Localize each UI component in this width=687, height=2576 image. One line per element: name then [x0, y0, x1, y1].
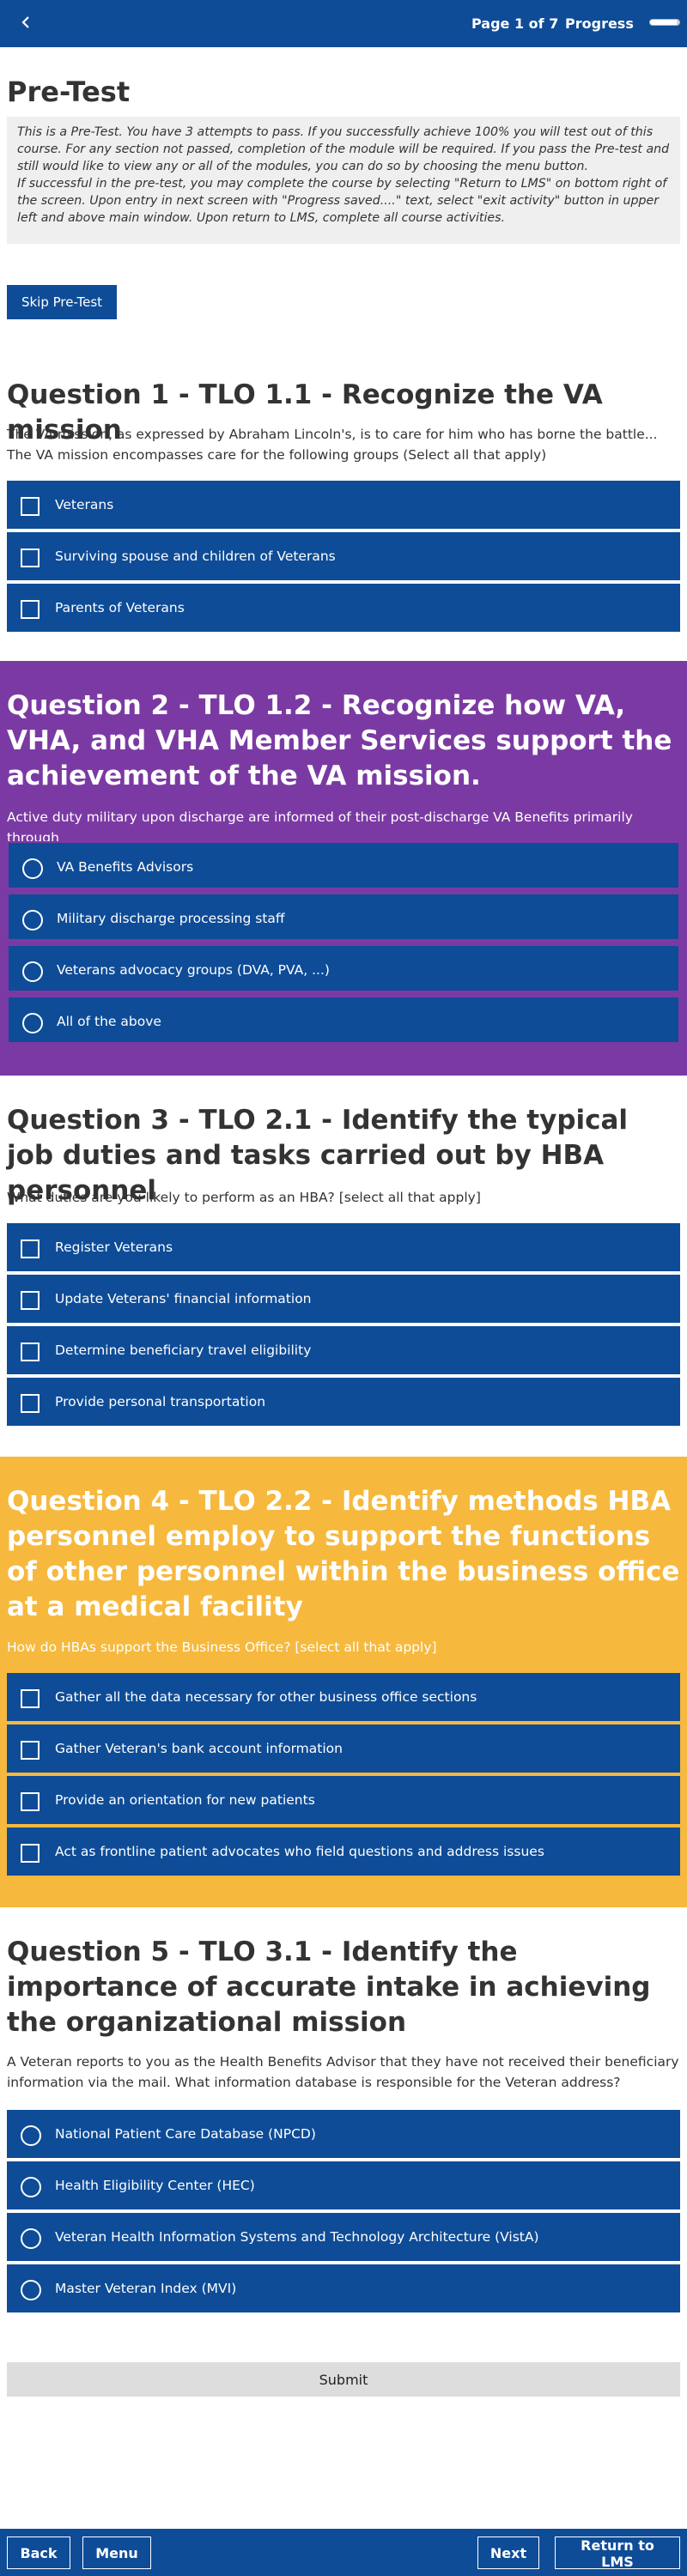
option-label: Act as frontline patient advocates who f…: [55, 1844, 544, 1859]
question-1-option-3[interactable]: Parents of Veterans: [7, 584, 680, 632]
option-label: Gather all the data necessary for other …: [55, 1689, 477, 1705]
option-label: Provide an orientation for new patients: [55, 1792, 315, 1808]
question-5-option-2[interactable]: Health Eligibility Center (HEC): [7, 2161, 680, 2209]
question-2-option-2[interactable]: Military discharge processing staff: [7, 893, 680, 941]
radio-icon[interactable]: [22, 961, 43, 982]
page-title: Pre-Test: [7, 76, 131, 108]
question-4-section: Question 4 - TLO 2.2 - Identify methods …: [0, 1457, 687, 1907]
back-button[interactable]: Back: [7, 2537, 70, 2569]
checkbox-icon[interactable]: [21, 1240, 40, 1258]
question-3-option-4[interactable]: Provide personal transportation: [7, 1378, 680, 1426]
option-label: Update Veterans' financial information: [55, 1291, 312, 1306]
menu-button[interactable]: Menu: [82, 2537, 151, 2569]
pretest-notice: This is a Pre-Test. You have 3 attempts …: [7, 117, 680, 244]
question-4-option-2[interactable]: Gather Veteran's bank account informatio…: [7, 1724, 680, 1773]
notice-paragraph-2: If successful in the pre-test, you may c…: [17, 177, 667, 225]
option-label: Veteran Health Information Systems and T…: [55, 2229, 539, 2245]
progress-label: Progress: [565, 15, 634, 32]
option-label: National Patient Care Database (NPCD): [55, 2126, 316, 2142]
question-3-option-2[interactable]: Update Veterans' financial information: [7, 1275, 680, 1323]
radio-icon[interactable]: [22, 858, 43, 879]
progress-bar: [649, 19, 680, 26]
question-4-option-3[interactable]: Provide an orientation for new patients: [7, 1776, 680, 1824]
question-3-option-3[interactable]: Determine beneficiary travel eligibility: [7, 1326, 680, 1374]
option-label: Health Eligibility Center (HEC): [55, 2178, 255, 2193]
option-label: Determine beneficiary travel eligibility: [55, 1343, 312, 1358]
question-5-title: Question 5 - TLO 3.1 - Identify the impo…: [7, 1937, 651, 2038]
option-label: Gather Veteran's bank account informatio…: [55, 1741, 343, 1756]
question-4-option-1[interactable]: Gather all the data necessary for other …: [7, 1673, 680, 1721]
question-1-section: Question 1 - TLO 1.1 - Recognize the VA …: [0, 369, 687, 635]
question-3-prompt: What duties are you likely to perform as…: [7, 1190, 481, 1205]
question-5-option-4[interactable]: Master Veteran Index (MVI): [7, 2264, 680, 2312]
radio-icon[interactable]: [21, 2280, 41, 2300]
radio-icon[interactable]: [21, 2177, 41, 2197]
skip-pretest-button[interactable]: Skip Pre-Test: [7, 285, 117, 319]
radio-icon[interactable]: [21, 2228, 41, 2249]
checkbox-icon[interactable]: [21, 1741, 40, 1760]
question-3-title: Question 3 - TLO 2.1 - Identify the typi…: [7, 1105, 629, 1206]
next-button[interactable]: Next: [477, 2537, 539, 2569]
checkbox-icon[interactable]: [21, 497, 40, 516]
return-to-lms-button[interactable]: Return to LMS: [555, 2537, 680, 2570]
checkbox-icon[interactable]: [21, 600, 40, 619]
checkbox-icon[interactable]: [21, 1844, 40, 1863]
option-label: Military discharge processing staff: [57, 911, 285, 926]
question-3-option-1[interactable]: Register Veterans: [7, 1223, 680, 1271]
question-4-option-4[interactable]: Act as frontline patient advocates who f…: [7, 1827, 680, 1876]
question-1-prompt: The VA mission, as expressed by Abraham …: [7, 427, 658, 463]
chevron-left-icon[interactable]: [15, 12, 36, 33]
radio-icon[interactable]: [22, 910, 43, 930]
option-label: Master Veteran Index (MVI): [55, 2281, 237, 2296]
option-label: VA Benefits Advisors: [57, 859, 194, 875]
option-label: Provide personal transportation: [55, 1394, 266, 1409]
checkbox-icon[interactable]: [21, 549, 40, 567]
question-5-section: Question 5 - TLO 3.1 - Identify the impo…: [0, 1907, 687, 2319]
radio-icon[interactable]: [22, 1013, 43, 1033]
option-label: All of the above: [57, 1014, 161, 1029]
option-label: Veterans advocacy groups (DVA, PVA, ...): [57, 962, 330, 978]
checkbox-icon[interactable]: [21, 1792, 40, 1811]
question-2-option-1[interactable]: VA Benefits Advisors: [7, 841, 680, 889]
checkbox-icon[interactable]: [21, 1343, 40, 1361]
question-2-title: Question 2 - TLO 1.2 - Recognize how VA,…: [7, 690, 672, 791]
top-bar: Page 1 of 7 Progress: [0, 0, 687, 47]
checkbox-icon[interactable]: [21, 1394, 40, 1413]
question-1-option-1[interactable]: Veterans: [7, 481, 680, 529]
checkbox-icon[interactable]: [21, 1291, 40, 1310]
option-label: Parents of Veterans: [55, 600, 185, 615]
question-2-section: Question 2 - TLO 1.2 - Recognize how VA,…: [0, 661, 687, 1076]
question-4-title: Question 4 - TLO 2.2 - Identify methods …: [7, 1486, 680, 1622]
page-indicator: Page 1 of 7: [471, 15, 559, 32]
question-1-title: Question 1 - TLO 1.1 - Recognize the VA …: [7, 379, 603, 445]
option-label: Register Veterans: [55, 1240, 173, 1255]
question-5-prompt: A Veteran reports to you as the Health B…: [7, 2054, 679, 2090]
question-2-option-4[interactable]: All of the above: [7, 996, 680, 1044]
question-5-option-1[interactable]: National Patient Care Database (NPCD): [7, 2110, 680, 2158]
option-label: Veterans: [55, 497, 114, 512]
question-2-option-3[interactable]: Veterans advocacy groups (DVA, PVA, ...): [7, 944, 680, 992]
option-label: Surviving spouse and children of Veteran…: [55, 549, 336, 564]
notice-paragraph-1: This is a Pre-Test. You have 3 attempts …: [17, 125, 670, 173]
radio-icon[interactable]: [21, 2125, 41, 2146]
question-4-prompt: How do HBAs support the Business Office?…: [7, 1640, 437, 1655]
progress-fill: [650, 20, 677, 25]
submit-button[interactable]: Submit: [7, 2362, 680, 2397]
bottom-bar: Back Menu Next Return to LMS: [0, 2529, 687, 2576]
question-5-option-3[interactable]: Veteran Health Information Systems and T…: [7, 2213, 680, 2261]
question-1-option-2[interactable]: Surviving spouse and children of Veteran…: [7, 532, 680, 580]
checkbox-icon[interactable]: [21, 1689, 40, 1708]
question-3-section: Question 3 - TLO 2.1 - Identify the typi…: [0, 1076, 687, 1457]
